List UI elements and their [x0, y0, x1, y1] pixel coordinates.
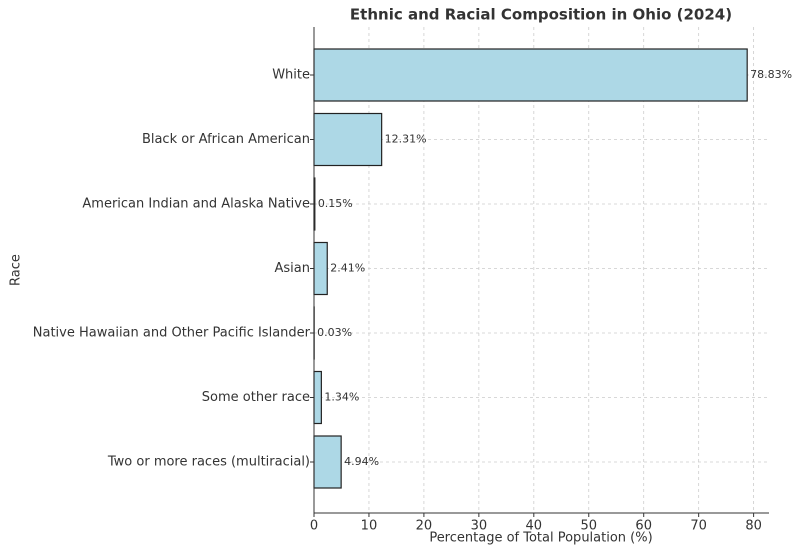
x-tick-label: 20 [416, 519, 433, 534]
x-tick-label: 40 [526, 519, 543, 534]
x-tick-label: 0 [310, 519, 318, 534]
chart-title: Ethnic and Racial Composition in Ohio (2… [350, 6, 732, 24]
bar [313, 112, 383, 167]
value-label: 0.03% [317, 326, 352, 339]
y-tick-label: Black or African American [142, 132, 310, 147]
y-tick-label: Two or more races (multiracial) [107, 455, 310, 470]
x-tick-label: 10 [361, 519, 378, 534]
bar [313, 370, 322, 425]
value-label: 2.41% [330, 262, 365, 275]
y-tick-label: Some other race [202, 390, 310, 405]
value-label: 12.31% [385, 133, 427, 146]
y-axis-label: Race [9, 254, 24, 286]
bar [313, 48, 748, 102]
x-tick-label: 50 [580, 519, 597, 534]
x-tick-label: 30 [471, 519, 488, 534]
y-tick-label: American Indian and Alaska Native [82, 197, 310, 212]
value-label: 0.15% [318, 197, 353, 210]
bar [313, 241, 328, 296]
bar [313, 435, 342, 489]
y-tick-label: Asian [275, 261, 310, 276]
x-tick-label: 80 [745, 519, 762, 534]
value-label: 1.34% [324, 391, 359, 404]
x-axis-label: Percentage of Total Population (%) [429, 531, 652, 546]
x-tick-label: 70 [690, 519, 707, 534]
y-tick-label: White [272, 68, 310, 83]
value-label: 4.94% [344, 455, 379, 468]
x-tick-label: 60 [635, 519, 652, 534]
y-tick-label: Native Hawaiian and Other Pacific Island… [33, 326, 311, 341]
value-label: 78.83% [750, 68, 792, 81]
